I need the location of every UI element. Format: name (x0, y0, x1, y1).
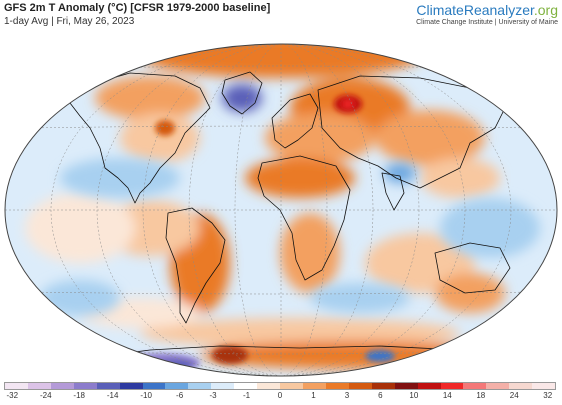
greenland-outline (221, 71, 263, 115)
brand-tld: .org (533, 2, 558, 18)
colorbar-tick-label: 6 (378, 391, 383, 400)
anomaly-field (25, 44, 540, 373)
colorbar-segment (394, 383, 418, 389)
colorbar-segment (142, 383, 166, 389)
colorbar-tick-label: 14 (442, 391, 452, 400)
graticule (5, 44, 557, 376)
colorbar-segment (188, 383, 212, 389)
colorbar-segment (440, 383, 464, 389)
map-subtitle: 1-day Avg | Fri, May 26, 2023 (4, 16, 135, 27)
colorbar-segment (509, 383, 533, 389)
colorbar-segment (257, 383, 281, 389)
colorbar-segment (211, 383, 235, 389)
colorbar-segment (532, 383, 556, 389)
colorbar-tick-label: -1 (242, 391, 251, 400)
colorbar-segment (50, 383, 74, 389)
europe-outline (271, 93, 319, 149)
colorbar-segment (119, 383, 143, 389)
colorbar-segment (417, 383, 441, 389)
colorbar-segment (348, 383, 372, 389)
colorbar-segment (27, 383, 51, 389)
colorbar-segment (165, 383, 189, 389)
colorbar-tick-label: -10 (140, 391, 152, 400)
north-america-outline (69, 72, 211, 204)
colorbar-segment (325, 383, 349, 389)
australia-outline (434, 242, 511, 294)
brand-name: ClimateReanalyzer (416, 2, 534, 18)
colorbar-segment (463, 383, 487, 389)
india-outline (381, 172, 405, 211)
south-america-outline (165, 207, 226, 324)
anomaly-map[interactable] (0, 28, 562, 380)
header: GFS 2m T Anomaly (°C) [CFSR 1979-2000 ba… (4, 2, 270, 28)
colorbar-tick-label: -3 (209, 391, 217, 400)
globe-outline (4, 43, 558, 377)
colorbar-tick-label: -14 (106, 391, 119, 400)
colorbar-segment (371, 383, 395, 389)
colorbar-segment (486, 383, 510, 389)
brand-tagline: Climate Change Institute | University of… (416, 19, 558, 26)
colorbar-segment (234, 383, 258, 389)
colorbar-segment (280, 383, 303, 389)
colorbar-tick-label: -24 (39, 391, 52, 400)
colorbar-tick-label: 18 (476, 391, 486, 400)
colorbar-tick-label: -32 (6, 391, 19, 400)
colorbar-tick-label: 1 (311, 391, 316, 400)
colorbar-tick-label: -6 (176, 391, 184, 400)
colorbar (4, 382, 556, 390)
asia-outline (317, 75, 506, 189)
colorbar-tick-label: 10 (409, 391, 419, 400)
colorbar-segment (73, 383, 97, 389)
colorbar-segment (5, 383, 28, 389)
brand-logo[interactable]: ClimateReanalyzer.org (416, 2, 558, 18)
colorbar-legend: -32 -24 -18 -14 -10 -6 -3 -1 0 1 3 6 10 14 18 24 32 (4, 382, 556, 402)
brand-block[interactable]: ClimateReanalyzer.org Climate Change Ins… (416, 2, 558, 27)
colorbar-tick-label: 0 (277, 391, 283, 400)
colorbar-tick-label: -18 (73, 391, 85, 400)
colorbar-tick-label: 24 (509, 391, 519, 400)
map-title: GFS 2m T Anomaly (°C) [CFSR 1979-2000 ba… (4, 2, 271, 14)
colorbar-segment (302, 383, 326, 389)
colorbar-segment (96, 383, 120, 389)
colorbar-tick-label: 3 (344, 391, 350, 400)
africa-outline (257, 155, 351, 281)
colorbar-tick-label: 32 (543, 391, 553, 400)
colorbar-ticks: -32 -24 -18 -14 -10 -6 -3 -1 0 1 3 6 10 14 18 24 32 (4, 390, 556, 402)
